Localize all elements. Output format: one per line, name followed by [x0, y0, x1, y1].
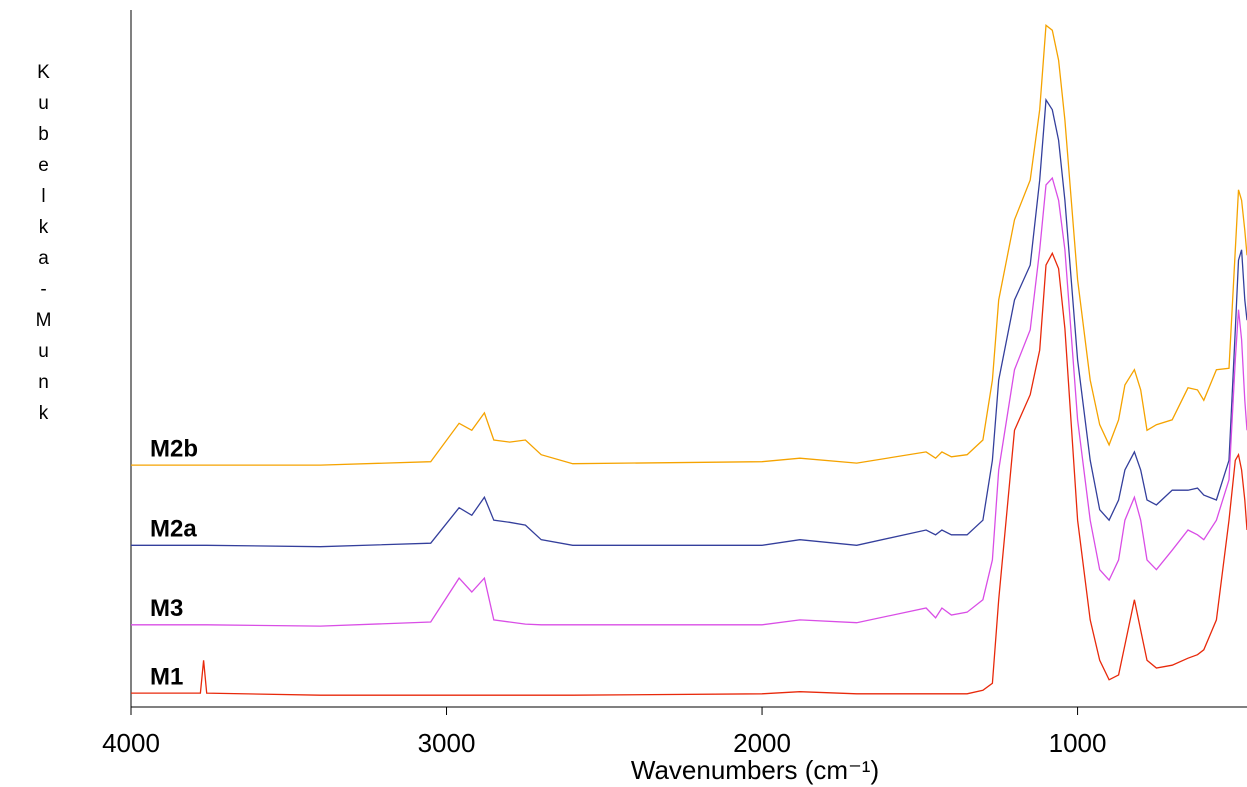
spectrum-line	[131, 24, 1247, 466]
spectrum-line	[131, 176, 1247, 627]
y-axis-label: Kubelka-Munk	[33, 62, 54, 434]
spectrum-line	[131, 251, 1247, 696]
spectrum-line	[131, 97, 1247, 548]
x-tick-label: 3000	[418, 728, 476, 758]
series-label: M2b	[150, 435, 198, 462]
x-tick-label: 4000	[102, 728, 160, 758]
series-label: M2a	[150, 516, 197, 543]
series-label: M1	[150, 663, 183, 690]
x-axis-label: Wavenumbers (cm⁻¹)	[631, 755, 879, 785]
x-tick-label: 2000	[733, 728, 791, 758]
x-tick-label: 1000	[1049, 728, 1107, 758]
series-label: M3	[150, 595, 183, 622]
